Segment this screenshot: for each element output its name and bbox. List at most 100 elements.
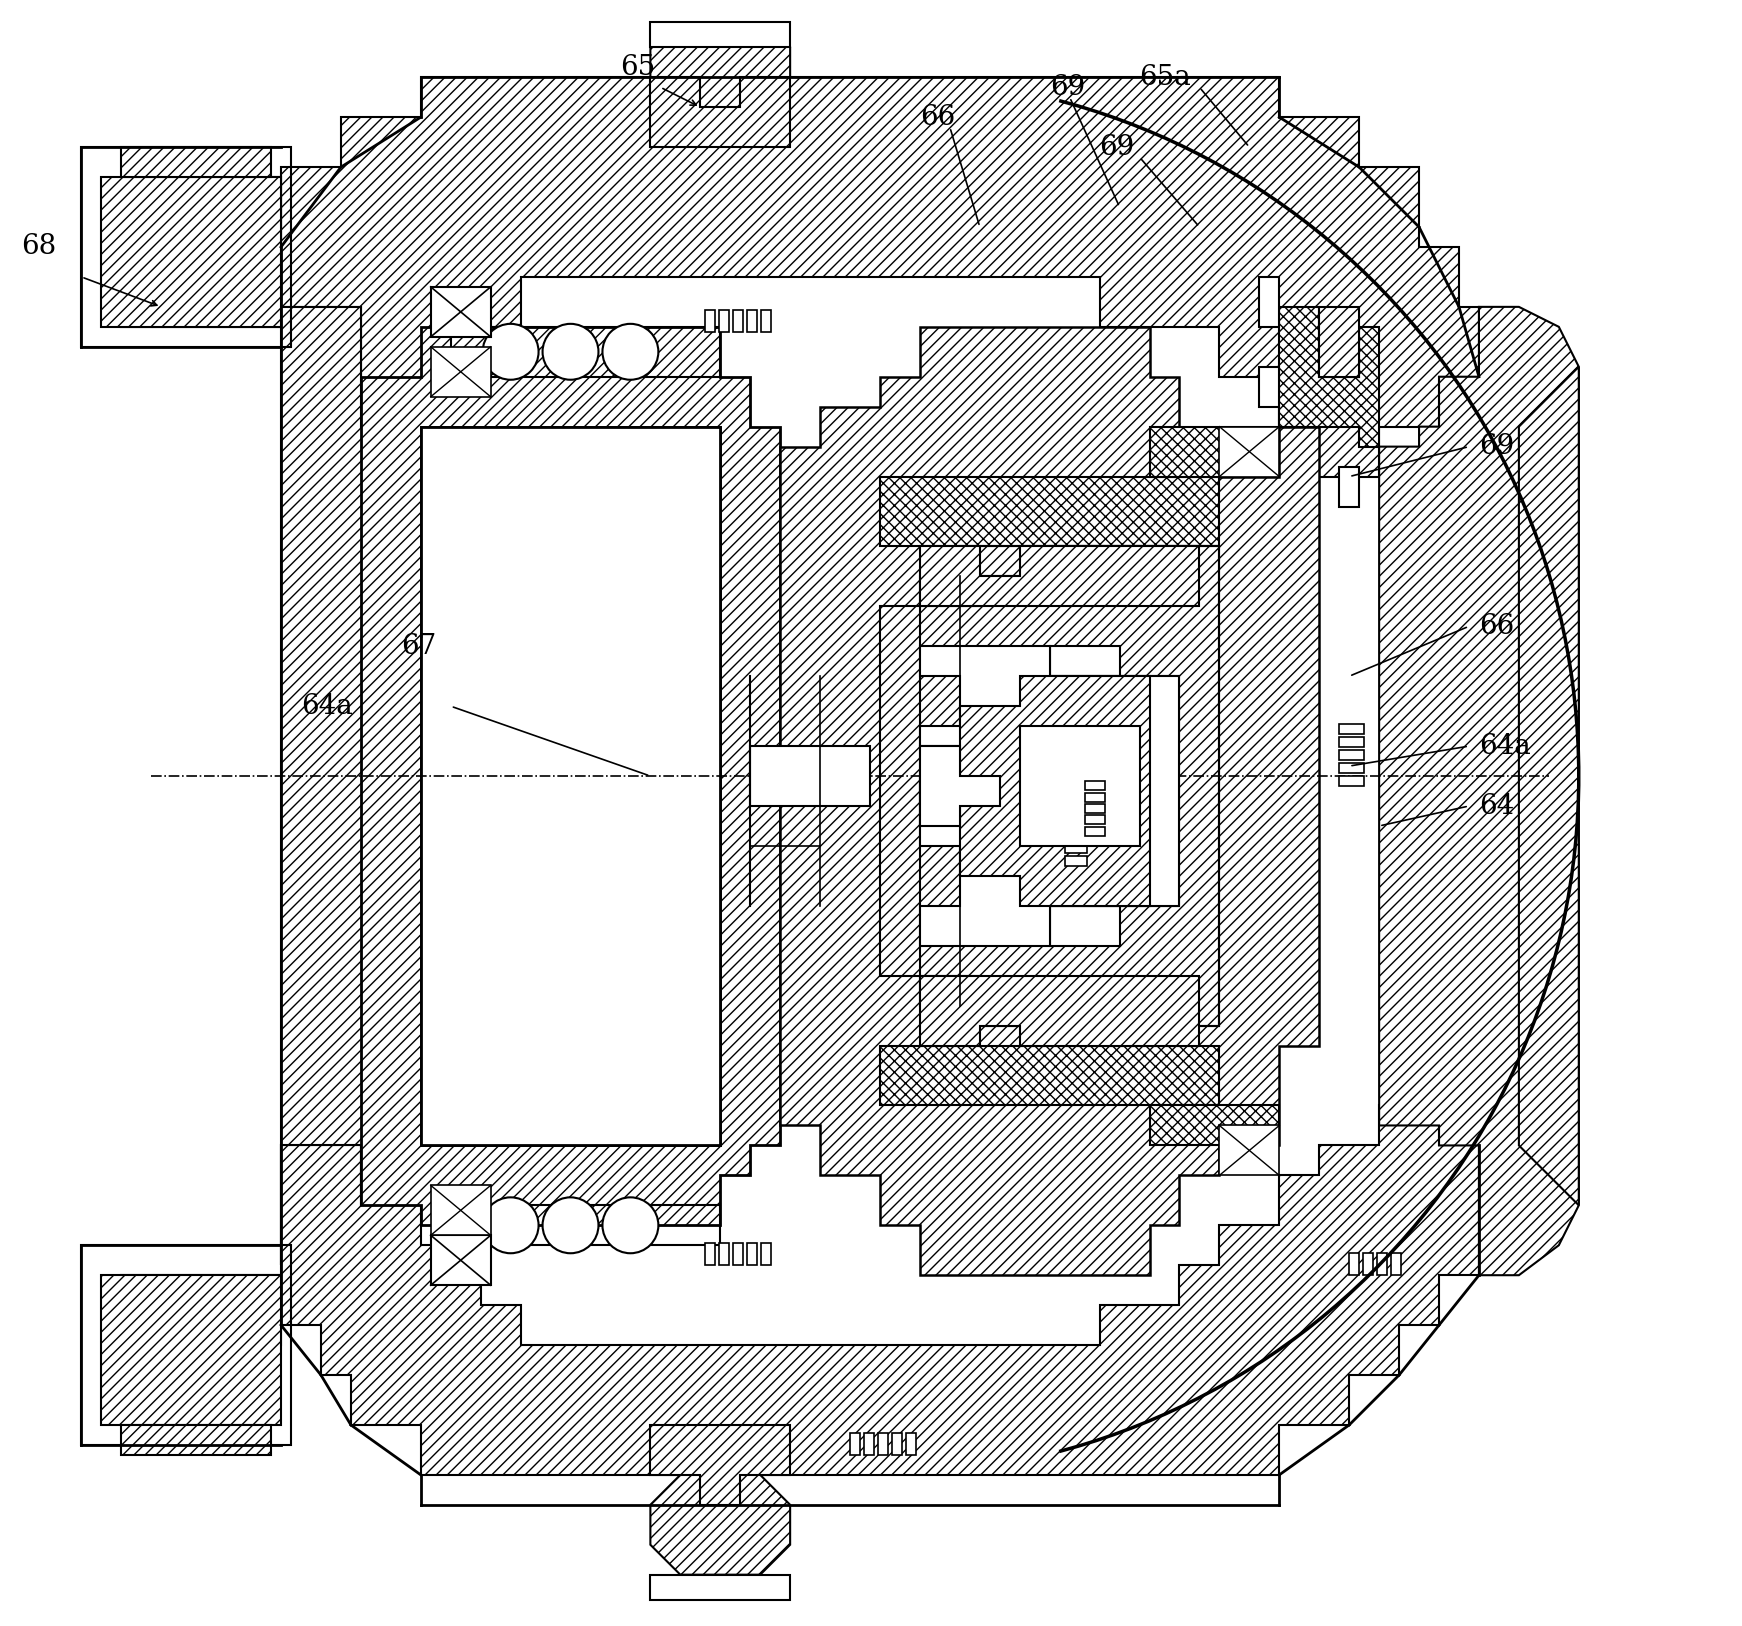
Polygon shape bbox=[960, 676, 1150, 906]
Bar bbox=[706, 1244, 716, 1265]
Polygon shape bbox=[880, 1046, 1219, 1106]
Bar bbox=[430, 1236, 491, 1285]
Circle shape bbox=[603, 1197, 658, 1254]
Bar bbox=[1259, 276, 1279, 327]
Polygon shape bbox=[430, 346, 491, 397]
Bar bbox=[82, 146, 291, 346]
Bar bbox=[422, 426, 719, 1145]
Polygon shape bbox=[880, 476, 1219, 546]
Bar bbox=[747, 1244, 758, 1265]
Polygon shape bbox=[650, 1424, 791, 1504]
Bar bbox=[1064, 855, 1087, 867]
Bar bbox=[892, 1433, 902, 1455]
Polygon shape bbox=[1319, 307, 1359, 377]
Polygon shape bbox=[1380, 307, 1578, 1275]
Polygon shape bbox=[122, 1275, 280, 1345]
Bar bbox=[706, 311, 716, 332]
Polygon shape bbox=[920, 546, 1200, 606]
Bar bbox=[761, 311, 772, 332]
Bar bbox=[82, 1246, 291, 1446]
Polygon shape bbox=[1279, 307, 1380, 447]
Polygon shape bbox=[920, 546, 1219, 1026]
Bar bbox=[101, 177, 280, 327]
Polygon shape bbox=[920, 976, 1200, 1046]
Bar bbox=[650, 23, 791, 47]
Bar bbox=[1085, 792, 1104, 802]
Text: 64a: 64a bbox=[1479, 733, 1531, 759]
Bar bbox=[1064, 803, 1087, 815]
Bar bbox=[1340, 467, 1359, 507]
Polygon shape bbox=[1219, 426, 1279, 476]
Circle shape bbox=[483, 324, 538, 380]
Bar bbox=[1085, 828, 1104, 836]
Bar bbox=[1085, 816, 1104, 824]
Bar bbox=[878, 1433, 888, 1455]
Bar bbox=[1340, 724, 1364, 733]
Polygon shape bbox=[1150, 1106, 1279, 1145]
Circle shape bbox=[542, 324, 599, 380]
Circle shape bbox=[542, 1197, 599, 1254]
Text: 66: 66 bbox=[920, 104, 955, 130]
Text: 69: 69 bbox=[1050, 73, 1085, 101]
Bar bbox=[1085, 780, 1104, 790]
Bar bbox=[1350, 1254, 1359, 1275]
Polygon shape bbox=[280, 307, 422, 1265]
Bar bbox=[1064, 829, 1087, 841]
Text: 68: 68 bbox=[21, 234, 57, 260]
Bar bbox=[1364, 1254, 1373, 1275]
Bar bbox=[1340, 737, 1364, 746]
Polygon shape bbox=[1000, 676, 1150, 906]
Bar bbox=[864, 1433, 874, 1455]
Bar bbox=[1085, 803, 1104, 813]
Bar bbox=[751, 746, 869, 806]
Polygon shape bbox=[920, 746, 1000, 826]
Bar bbox=[650, 1574, 791, 1600]
Polygon shape bbox=[650, 1475, 791, 1574]
Circle shape bbox=[483, 1197, 538, 1254]
Text: 64a: 64a bbox=[301, 693, 352, 720]
Bar bbox=[1340, 763, 1364, 772]
Bar bbox=[430, 286, 491, 337]
Bar bbox=[1259, 367, 1279, 406]
Polygon shape bbox=[650, 28, 791, 107]
Bar bbox=[747, 311, 758, 332]
Polygon shape bbox=[430, 1185, 491, 1236]
Text: 65: 65 bbox=[620, 54, 655, 81]
Polygon shape bbox=[280, 78, 1479, 476]
Bar bbox=[733, 311, 744, 332]
Text: 67: 67 bbox=[401, 633, 436, 660]
Bar bbox=[719, 311, 730, 332]
Bar bbox=[122, 1424, 272, 1455]
Bar bbox=[1064, 790, 1087, 802]
Bar bbox=[1019, 727, 1139, 846]
Text: 65a: 65a bbox=[1139, 63, 1192, 91]
Polygon shape bbox=[1519, 367, 1578, 1205]
Polygon shape bbox=[122, 177, 280, 327]
Polygon shape bbox=[1150, 426, 1279, 476]
Circle shape bbox=[603, 324, 658, 380]
Bar bbox=[1392, 1254, 1401, 1275]
Text: 66: 66 bbox=[1479, 613, 1514, 639]
Bar bbox=[122, 146, 272, 177]
Text: 69: 69 bbox=[1099, 133, 1134, 161]
Bar bbox=[422, 426, 719, 1145]
Bar bbox=[1378, 1254, 1387, 1275]
Bar bbox=[906, 1433, 916, 1455]
Text: 64: 64 bbox=[1479, 792, 1514, 820]
Polygon shape bbox=[650, 78, 791, 146]
Bar bbox=[761, 1244, 772, 1265]
Bar bbox=[1340, 776, 1364, 785]
Bar bbox=[850, 1433, 861, 1455]
Bar bbox=[101, 1275, 280, 1424]
Polygon shape bbox=[979, 646, 1179, 946]
Polygon shape bbox=[280, 1106, 1479, 1475]
Bar bbox=[1340, 750, 1364, 759]
Bar bbox=[1064, 816, 1087, 828]
Text: 69: 69 bbox=[1479, 433, 1514, 460]
Bar bbox=[733, 1244, 744, 1265]
Polygon shape bbox=[1219, 1125, 1279, 1176]
Bar bbox=[1064, 842, 1087, 854]
Polygon shape bbox=[361, 327, 780, 1226]
Bar bbox=[719, 1244, 730, 1265]
Polygon shape bbox=[920, 646, 1179, 946]
